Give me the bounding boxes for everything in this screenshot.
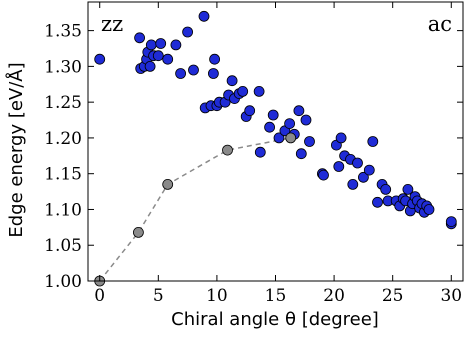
data-point <box>162 53 174 65</box>
x-tick-label: 0 <box>94 286 105 306</box>
data-point <box>209 53 221 65</box>
data-point <box>380 183 392 195</box>
data-point <box>367 136 379 147</box>
data-point <box>300 114 312 126</box>
data-point <box>182 26 194 38</box>
data-point <box>273 132 285 144</box>
trend-point <box>162 178 174 190</box>
y-axis-label: Edge energy [eV/Å] <box>5 62 27 237</box>
trend-point <box>132 226 144 238</box>
y-tick-label: 1.25 <box>44 93 82 113</box>
x-tick-label: 15 <box>265 286 287 306</box>
data-point <box>134 32 146 44</box>
data-point <box>423 204 435 215</box>
data-point <box>293 105 305 117</box>
data-point <box>372 196 383 208</box>
data-point <box>304 136 315 147</box>
x-axis-label: Chiral angle θ [degree] <box>171 309 379 330</box>
data-point <box>188 64 199 76</box>
data-point <box>335 132 347 144</box>
data-point <box>155 38 167 49</box>
axes: 0 5 10 15 20 25 30 1.00 1.05 1.10 1.15 1.20 1.25 1.30… <box>44 1 464 306</box>
data-point <box>226 75 238 87</box>
data-point <box>347 178 359 190</box>
data-point <box>253 86 265 97</box>
x-tick-label: 30 <box>440 286 462 306</box>
x-tick-label: 5 <box>153 286 164 306</box>
x-tick-label: 10 <box>206 286 228 306</box>
y-tick-label: 1.05 <box>44 236 82 256</box>
trend-point <box>222 144 233 156</box>
y-tick-label: 1.30 <box>44 57 82 77</box>
y-tick-label: 1.10 <box>44 200 82 220</box>
y-tick-label: 1.15 <box>44 165 82 185</box>
data-point <box>170 39 182 51</box>
y-tick-label: 1.35 <box>44 22 82 42</box>
data-point <box>254 146 266 158</box>
plot-area <box>94 10 457 287</box>
data-point <box>445 216 457 228</box>
zz-annotation: zz <box>101 12 123 36</box>
trend-point <box>285 132 297 144</box>
data-point <box>198 10 210 22</box>
data-point <box>207 68 219 79</box>
data-point <box>284 118 296 129</box>
data-point <box>333 161 345 172</box>
data-point <box>295 148 307 160</box>
data-point <box>352 157 363 169</box>
data-point <box>318 169 329 181</box>
ac-annotation: ac <box>428 12 452 36</box>
x-tick-label: 20 <box>323 286 345 306</box>
data-point <box>94 53 106 65</box>
data-point <box>402 183 414 195</box>
data-point <box>357 171 369 183</box>
data-point <box>144 61 156 72</box>
data-point <box>363 164 375 176</box>
data-point <box>267 109 279 121</box>
data-point <box>237 86 249 97</box>
data-point <box>175 68 187 79</box>
data-point <box>244 105 256 117</box>
data-point <box>145 39 157 51</box>
data-point <box>152 50 164 62</box>
y-tick-label: 1.20 <box>44 129 82 149</box>
trend-line <box>99 137 291 282</box>
data-point <box>264 121 276 133</box>
y-tick-label: 1.00 <box>44 272 82 292</box>
x-tick-label: 25 <box>382 286 404 306</box>
